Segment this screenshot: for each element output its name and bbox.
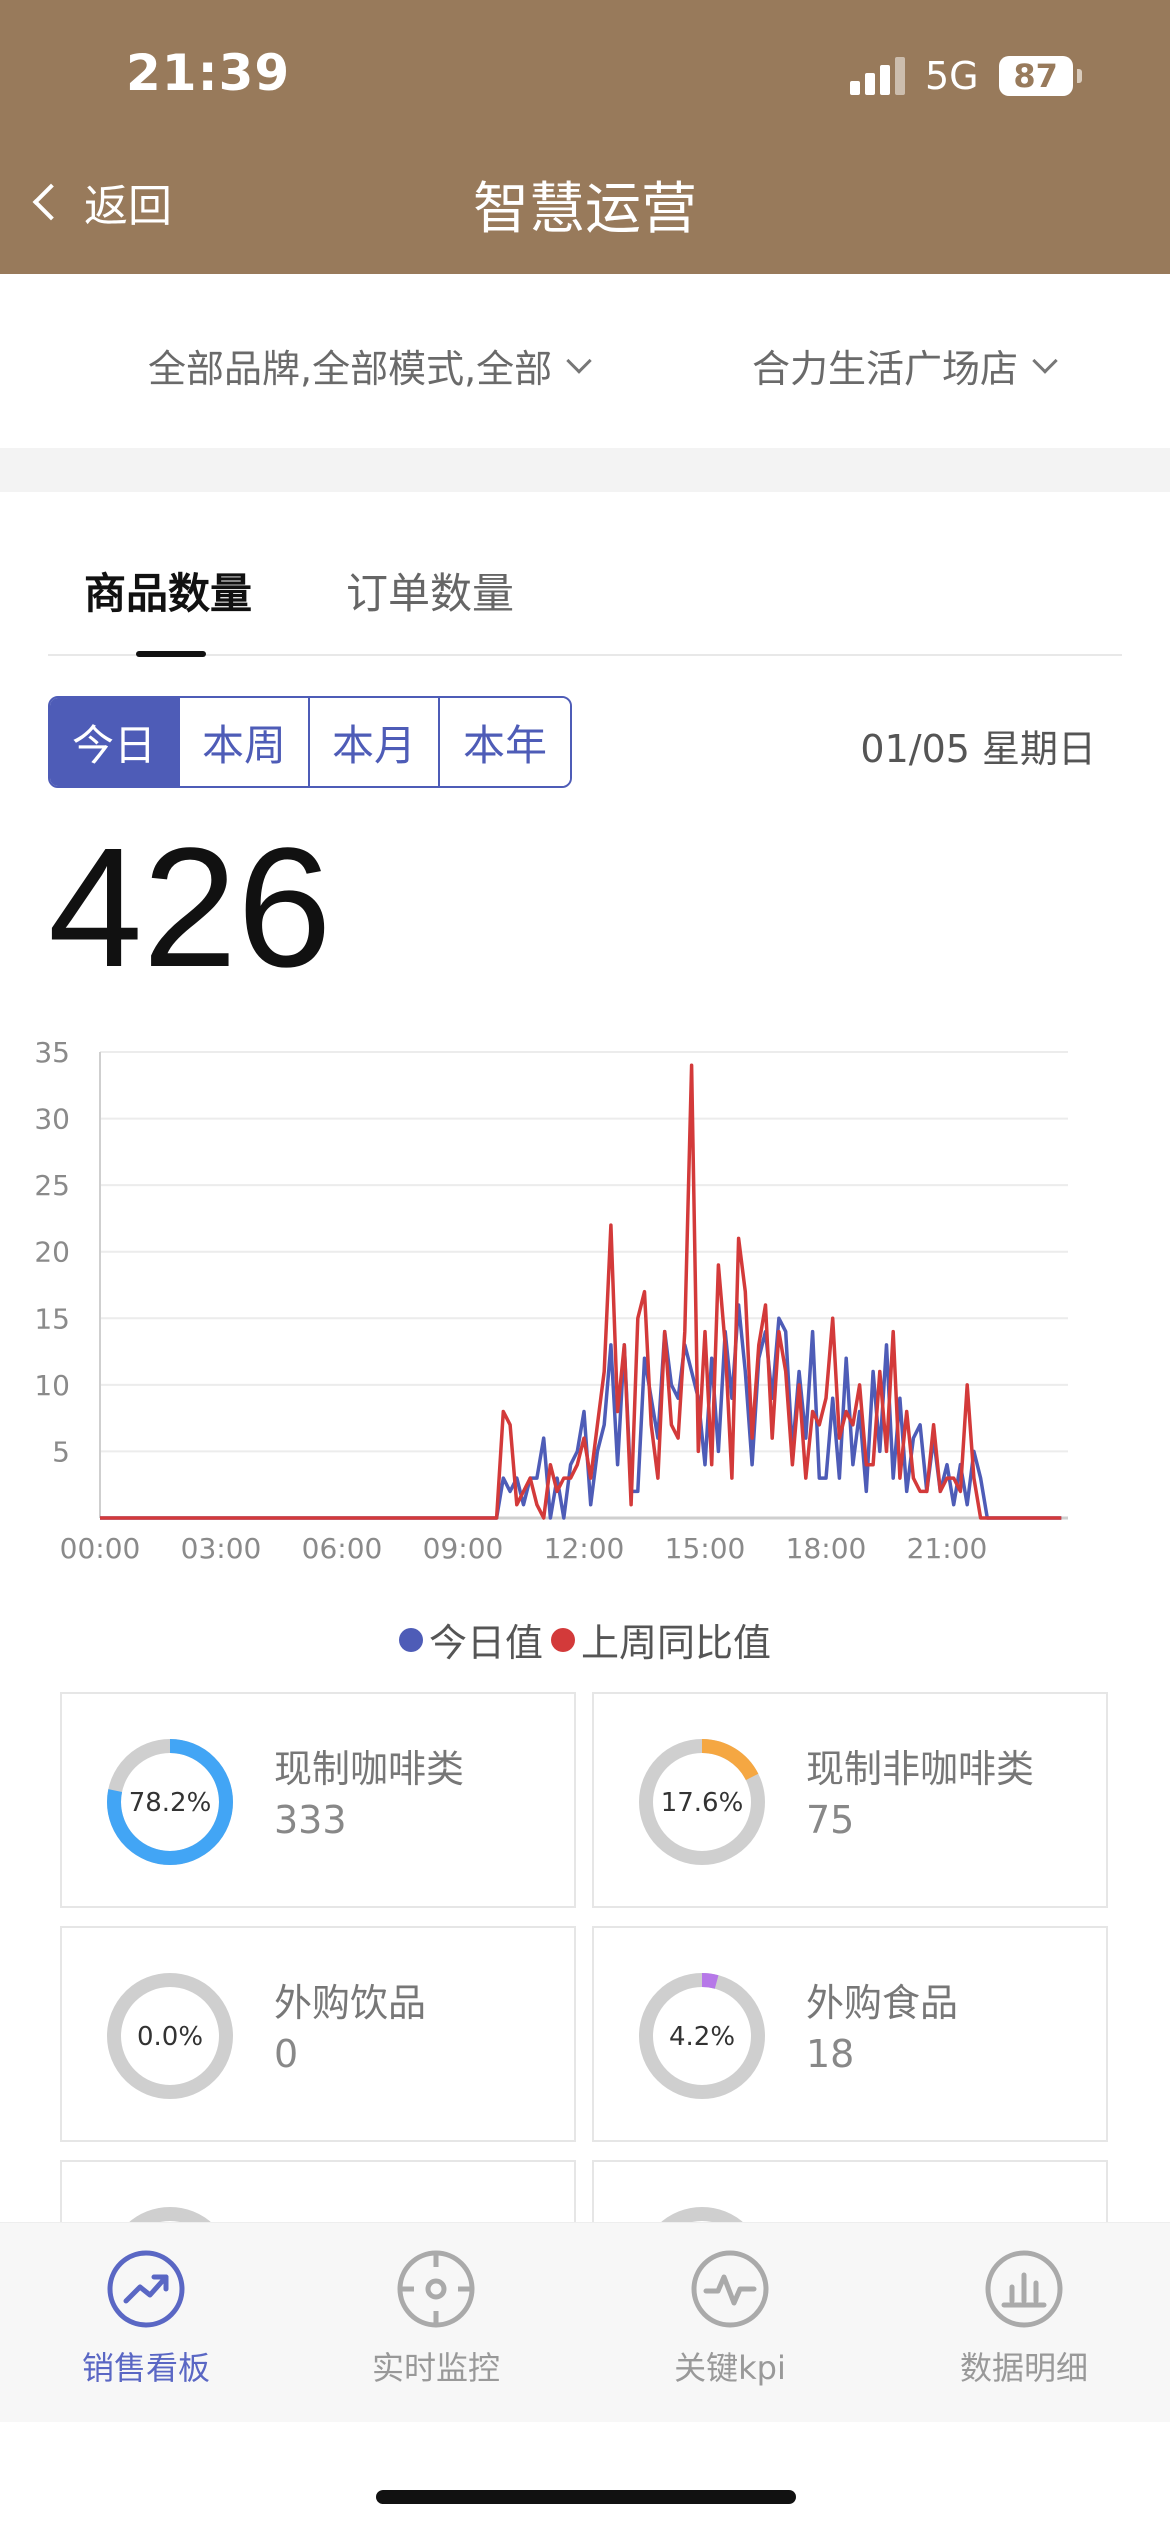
home-area — [0, 2422, 1170, 2532]
series-line-1 — [100, 1063, 1062, 1520]
filter-bar: 全部品牌,全部模式,全部 合力生活广场店 — [0, 274, 1170, 448]
category-card[interactable]: 17.6% 现制非咖啡类 75 — [592, 1692, 1108, 1908]
target-icon — [397, 2250, 475, 2328]
donut-chart: 4.2% — [639, 1973, 765, 2099]
signal-icon — [850, 57, 905, 95]
x-tick-label: 15:00 — [665, 1532, 746, 1565]
legend-dot — [551, 1627, 575, 1652]
section-divider — [0, 448, 1170, 492]
nav-label: 数据明细 — [959, 2349, 1088, 2387]
y-tick-label: 20 — [34, 1236, 70, 1269]
x-tick-label: 21:00 — [907, 1532, 988, 1565]
store-label: 合力生活广场店 — [752, 347, 1019, 391]
date-label: 01/05 星期日 — [860, 727, 1096, 771]
category-name: 外购食品 — [806, 1981, 959, 2025]
period-year-button[interactable]: 本年 — [440, 698, 570, 786]
back-label: 返回 — [84, 181, 172, 232]
y-tick-label: 25 — [34, 1169, 70, 1202]
store-filter[interactable]: 合力生活广场店 — [752, 338, 1058, 393]
category-name: 现制非咖啡类 — [806, 1747, 1035, 1791]
x-tick-label: 09:00 — [423, 1532, 504, 1565]
trend-icon — [107, 2250, 185, 2328]
sales-line-chart: 5 10 15 20 25 30 35 00:00 03:00 06:00 09:00 12:00 15… — [34, 1036, 1068, 1565]
chart-legend: 今日值 上周同比值 — [0, 1612, 1170, 1667]
category-card[interactable]: 4.2% 外购食品 18 — [592, 1926, 1108, 2142]
y-tick-label: 10 — [34, 1369, 70, 1402]
y-tick-label: 5 — [52, 1435, 70, 1468]
chevron-down-icon — [566, 347, 592, 374]
donut-chart: 17.6% — [639, 1739, 765, 1865]
donut-percent: 17.6% — [661, 1788, 744, 1818]
category-card[interactable]: 0.0% 外购饮品 0 — [60, 1926, 576, 2142]
x-tick-label: 06:00 — [302, 1532, 383, 1565]
nav-label: 关键kpi — [674, 2349, 786, 2387]
y-tick-label: 15 — [34, 1302, 70, 1335]
period-selector: 今日 本周 本月 本年 — [48, 696, 572, 788]
bar-chart-icon — [985, 2250, 1063, 2328]
x-tick-label: 18:00 — [786, 1532, 867, 1565]
page-title: 智慧运营 — [473, 177, 697, 242]
donut-percent: 78.2% — [129, 1788, 212, 1818]
legend-today[interactable]: 今日值 — [398, 1612, 543, 1667]
app-header: 21:39 5G 87 返回 智慧运营 — [0, 0, 1170, 274]
pulse-icon — [691, 2250, 769, 2328]
active-tab-indicator — [136, 651, 206, 657]
period-month-button[interactable]: 本月 — [310, 698, 440, 786]
status-indicators: 5G 87 — [850, 54, 1082, 98]
tab-order-count[interactable]: 订单数量 — [346, 569, 515, 618]
bottom-nav: 销售看板 实时监控 关键kpi 数据明细 — [0, 2222, 1170, 2422]
category-name: 外购饮品 — [274, 1981, 427, 2025]
nav-label: 销售看板 — [81, 2349, 210, 2387]
donut-percent: 0.0% — [137, 2022, 203, 2052]
legend-label: 上周同比值 — [581, 1621, 772, 1665]
metric-tabs: 商品数量 订单数量 — [48, 540, 1122, 657]
brand-mode-filter[interactable]: 全部品牌,全部模式,全部 — [148, 338, 592, 393]
nav-label: 实时监控 — [371, 2349, 500, 2387]
brand-mode-label: 全部品牌,全部模式,全部 — [148, 347, 553, 391]
back-button[interactable]: 返回 — [28, 170, 172, 234]
donut-chart: 78.2% — [107, 1739, 233, 1865]
legend-dot — [398, 1627, 423, 1652]
x-tick-label: 12:00 — [544, 1532, 625, 1565]
donut-chart: 0.0% — [107, 1973, 233, 2099]
home-indicator[interactable] — [376, 2490, 796, 2504]
category-card[interactable]: 78.2% 现制咖啡类 333 — [60, 1692, 576, 1908]
category-value: 333 — [274, 1798, 347, 1842]
nav-sales-dashboard[interactable]: 销售看板 — [26, 2249, 266, 2389]
tab-item-count[interactable]: 商品数量 — [84, 569, 253, 618]
period-week-button[interactable]: 本周 — [180, 698, 310, 786]
donut-fill — [107, 1739, 233, 1865]
x-tick-label: 00:00 — [60, 1532, 141, 1565]
category-value: 0 — [274, 2032, 299, 2076]
legend-label: 今日值 — [428, 1621, 543, 1665]
nav-data-detail[interactable]: 数据明细 — [904, 2249, 1144, 2389]
donut-percent: 4.2% — [669, 2022, 735, 2052]
network-type: 5G — [925, 54, 979, 98]
battery-icon: 87 — [998, 56, 1082, 96]
nav-key-kpi[interactable]: 关键kpi — [610, 2249, 850, 2389]
y-tick-label: 35 — [34, 1036, 70, 1069]
category-value: 75 — [806, 1798, 855, 1842]
period-today-button[interactable]: 今日 — [50, 698, 180, 786]
donut-fill — [639, 1973, 765, 2099]
status-time: 21:39 — [126, 44, 291, 102]
y-tick-label: 30 — [34, 1103, 70, 1136]
legend-last-week[interactable]: 上周同比值 — [551, 1612, 771, 1667]
x-tick-label: 03:00 — [181, 1532, 262, 1565]
series-line-0 — [100, 1303, 1062, 1520]
total-count: 426 — [48, 813, 332, 1003]
nav-realtime-monitor[interactable]: 实时监控 — [316, 2249, 556, 2389]
chevron-down-icon — [1032, 347, 1058, 374]
category-value: 18 — [806, 2032, 855, 2076]
donut-fill — [639, 1739, 765, 1865]
category-name: 现制咖啡类 — [274, 1747, 465, 1791]
